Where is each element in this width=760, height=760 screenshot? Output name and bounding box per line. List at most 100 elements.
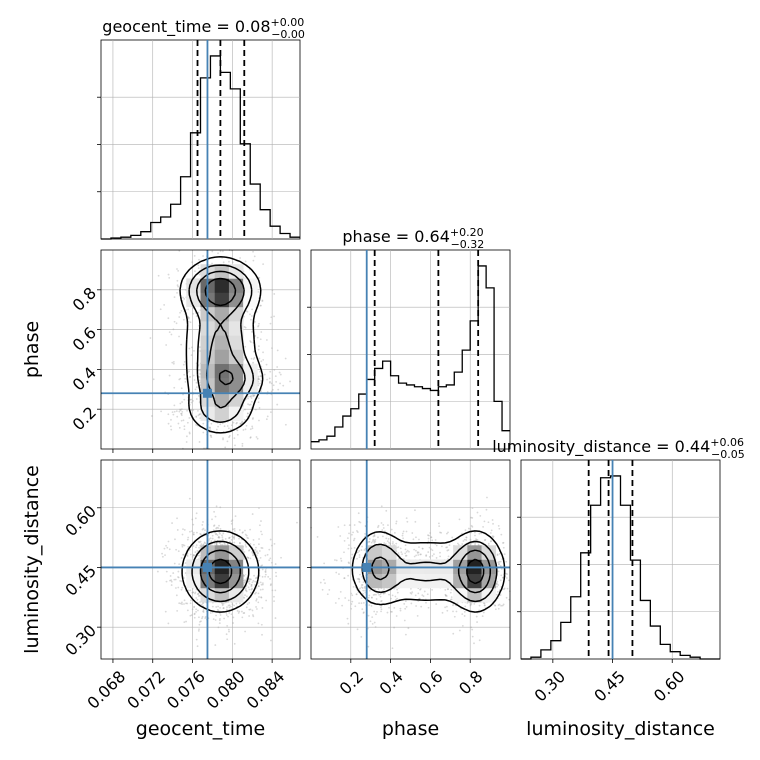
sample-point [248, 608, 251, 611]
sample-point [360, 602, 363, 605]
sample-point [183, 373, 186, 376]
sample-point [261, 607, 264, 609]
sample-point [193, 349, 195, 352]
sample-point [376, 611, 378, 613]
sample-point [497, 561, 500, 564]
sample-point [246, 310, 249, 313]
sample-point [359, 521, 362, 524]
sample-point [385, 509, 388, 512]
sample-point [167, 540, 170, 543]
sample-point [440, 531, 443, 534]
sample-point [501, 604, 504, 607]
y-tick-label: 0.8 [69, 283, 100, 314]
sample-point [219, 541, 222, 544]
sample-point [483, 520, 486, 523]
sample-point [181, 410, 184, 413]
sample-point [247, 580, 250, 583]
sample-point [427, 534, 429, 537]
sample-point [254, 551, 257, 554]
sample-point [186, 602, 189, 605]
panel-frame [100, 39, 301, 240]
sample-point [187, 317, 190, 320]
sample-point [253, 255, 256, 258]
sample-point [390, 597, 392, 600]
sample-point [177, 586, 180, 589]
sample-point [197, 409, 199, 412]
sample-point [215, 614, 217, 617]
sample-point [356, 530, 358, 532]
panel-frame [100, 459, 301, 660]
sample-point [219, 506, 222, 509]
sample-point [170, 418, 172, 421]
sample-point [209, 428, 211, 430]
sample-point [268, 381, 271, 384]
sample-point [250, 318, 252, 321]
sample-point [246, 556, 249, 559]
sample-point [179, 402, 182, 405]
sample-point [226, 440, 229, 443]
sample-point [485, 508, 488, 511]
sample-point [335, 571, 338, 574]
sample-point [192, 374, 195, 377]
sample-point [244, 588, 247, 591]
sample-point [230, 520, 233, 523]
sample-point [408, 550, 410, 553]
title-value: phase = 0.64 [342, 227, 449, 246]
sample-point [497, 570, 500, 573]
sample-point [182, 363, 185, 366]
sample-point [190, 614, 193, 617]
sample-point [189, 553, 192, 556]
sample-point [183, 621, 186, 624]
sample-point [188, 370, 190, 373]
sample-point [358, 554, 361, 556]
sample-point [259, 556, 262, 559]
sample-point [218, 524, 220, 527]
sample-point [215, 542, 218, 544]
sample-point [383, 542, 386, 544]
sample-point [445, 605, 448, 608]
sample-point [246, 595, 248, 598]
sample-point [204, 542, 206, 545]
sample-point [192, 545, 195, 547]
histogram-step-line [311, 265, 510, 443]
sample-point [438, 522, 440, 525]
sample-point [202, 422, 205, 425]
sample-point [191, 518, 194, 521]
sample-point [260, 623, 263, 626]
sample-point [457, 542, 459, 545]
sample-point [449, 598, 452, 601]
sample-point [248, 601, 251, 604]
sample-point [261, 299, 264, 302]
sample-point [217, 609, 220, 612]
sample-point [195, 415, 198, 418]
sample-point [252, 579, 255, 582]
sample-point [490, 540, 493, 542]
sample-point [343, 539, 346, 542]
sample-point [239, 257, 242, 259]
title-lower-error: −0.05 [711, 448, 745, 461]
sample-point [392, 541, 394, 543]
sample-point [388, 606, 390, 609]
sample-point [221, 602, 223, 605]
sample-point [499, 594, 502, 596]
sample-point [373, 593, 376, 596]
sample-point [192, 533, 195, 536]
sample-point [260, 331, 263, 333]
sample-point [228, 436, 230, 438]
sample-point [257, 592, 260, 595]
sample-point [194, 270, 196, 273]
sample-point [254, 408, 257, 411]
sample-point [252, 361, 255, 364]
hist-panel-phase: phase = 0.64+0.20 −0.32 [307, 226, 511, 450]
sample-point [251, 513, 254, 515]
sample-point [498, 552, 501, 555]
sample-point [404, 607, 407, 610]
y-axis-label-luminosity_distance: luminosity_distance [21, 465, 43, 654]
title-upper-error: +0.00 [271, 16, 305, 29]
sample-point [259, 304, 262, 307]
sample-point [425, 554, 428, 557]
sample-point [282, 384, 285, 387]
density-cell [214, 278, 230, 293]
sample-point [176, 609, 179, 612]
sample-point [268, 377, 271, 380]
